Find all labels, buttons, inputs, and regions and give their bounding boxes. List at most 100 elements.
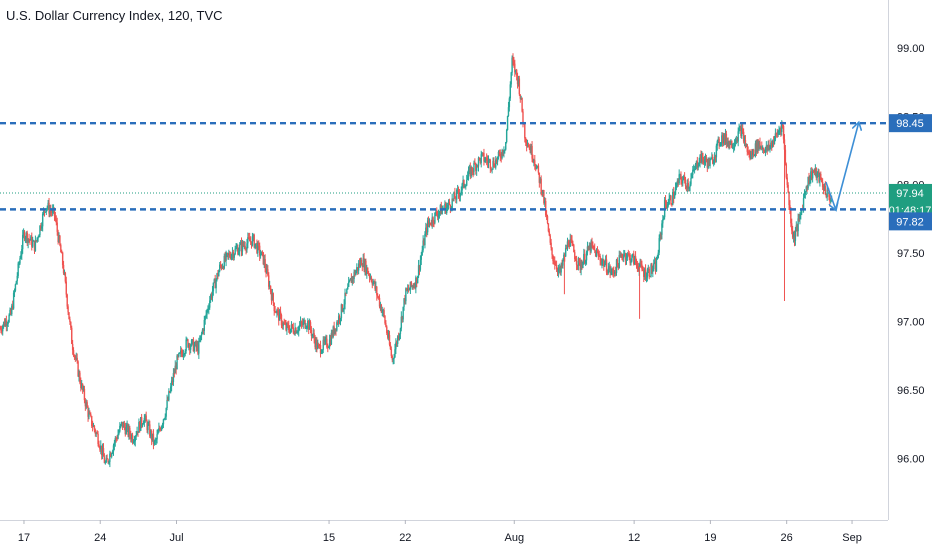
candle-body: [7, 321, 9, 324]
candle-body: [199, 340, 201, 342]
candle-body: [217, 273, 219, 277]
candle-body: [502, 150, 504, 154]
candle-body: [207, 309, 209, 311]
candle-body: [703, 160, 706, 164]
candle-body: [448, 201, 451, 205]
candle-body: [106, 458, 108, 460]
candle-body: [163, 418, 166, 420]
candle-body: [347, 281, 350, 287]
candle-body: [353, 271, 355, 279]
candle-body: [615, 259, 618, 273]
candle-body: [203, 320, 205, 332]
candle-body: [455, 198, 457, 200]
candle-body: [732, 147, 734, 149]
candle-body: [78, 372, 80, 377]
candle-body: [336, 322, 338, 331]
candle-body: [123, 423, 126, 428]
candle-body: [13, 290, 16, 293]
candle-body: [465, 185, 467, 187]
candle-body: [239, 244, 241, 252]
candle-body: [564, 254, 566, 257]
candle-body: [789, 205, 791, 210]
candle-body: [501, 150, 503, 158]
candle-body: [350, 278, 353, 283]
candle-body: [618, 255, 620, 269]
candle-body: [401, 316, 403, 320]
candle-body: [707, 158, 709, 168]
candle-body: [90, 414, 92, 417]
candle-body: [574, 259, 577, 261]
candle-body: [541, 191, 543, 193]
candle-body: [718, 138, 720, 146]
candle-body: [815, 167, 817, 178]
candle-body: [155, 439, 157, 441]
candle-body: [132, 441, 135, 443]
candle-body: [176, 355, 178, 370]
candle-body: [561, 263, 563, 266]
candle-body: [170, 386, 172, 393]
candle-body: [375, 286, 377, 289]
candle-body: [202, 329, 205, 332]
candle-body: [165, 408, 167, 417]
candle-body: [220, 265, 223, 269]
candle-body: [331, 332, 334, 337]
candle-body: [177, 355, 179, 357]
candle-body: [229, 253, 231, 257]
candle-body: [113, 442, 116, 446]
candle-body: [399, 328, 402, 335]
candle-body: [451, 198, 453, 209]
candle-body: [394, 349, 396, 358]
candle-body: [628, 254, 630, 256]
candle-body: [684, 180, 687, 186]
candle-body: [213, 279, 215, 283]
annotations-layer: [825, 123, 859, 209]
candle-body: [441, 209, 443, 215]
candle-body: [515, 69, 518, 76]
candle-body: [647, 268, 649, 272]
candle-body: [116, 438, 118, 440]
candle-body: [30, 236, 32, 241]
candle-body: [224, 255, 226, 261]
candle-body: [427, 220, 430, 224]
candle-body: [100, 445, 103, 456]
candle-body: [24, 237, 27, 240]
candle-body: [722, 134, 725, 144]
candle-body: [750, 152, 752, 160]
candle-body: [22, 231, 25, 235]
candle-body: [662, 219, 664, 224]
candle-body: [287, 323, 289, 326]
candle-body: [786, 177, 788, 185]
candle-body: [464, 186, 466, 188]
candle-body: [646, 271, 649, 278]
candle-body: [366, 267, 368, 274]
candle-body: [392, 358, 394, 360]
candle-body: [444, 203, 446, 209]
candle-body: [823, 186, 826, 191]
candle-body: [529, 147, 531, 153]
candle-body: [387, 333, 389, 338]
candle-body: [573, 245, 575, 253]
candle-body: [466, 176, 469, 181]
candle-body: [730, 140, 732, 145]
x-tick-label: 15: [323, 532, 335, 544]
candle-body: [733, 143, 736, 148]
candle-body: [137, 431, 139, 433]
candle-body: [631, 255, 633, 261]
candle-body: [584, 260, 587, 264]
candle-body: [594, 250, 597, 257]
candle-body: [44, 211, 47, 213]
candle-body: [319, 345, 322, 354]
candle-body: [255, 243, 257, 245]
candle-body: [821, 182, 824, 188]
candle-body: [363, 258, 365, 271]
candle-body: [318, 344, 320, 346]
candle-body: [208, 307, 210, 310]
candle-body: [259, 255, 262, 257]
candle-body: [114, 437, 117, 443]
candle-body: [205, 314, 207, 317]
candle-body: [231, 252, 234, 255]
candle-body: [393, 357, 395, 359]
candle-body: [585, 252, 588, 261]
candle-body: [458, 193, 461, 197]
